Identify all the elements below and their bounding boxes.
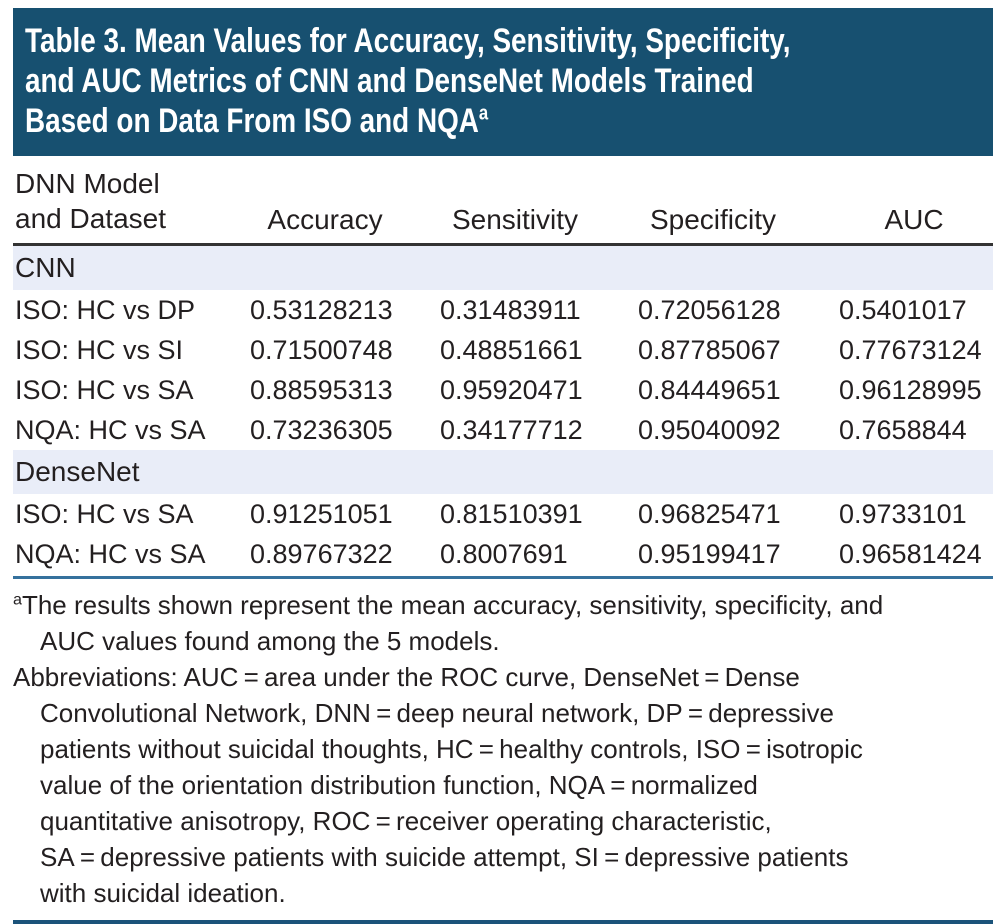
table-row: NQA: HC vs SA 0.89767322 0.8007691 0.951… bbox=[13, 534, 993, 574]
dataset-label: ISO: HC vs DP bbox=[15, 294, 196, 325]
table-bottom-rule bbox=[13, 576, 993, 579]
abbreviations-line-1: Abbreviations: AUC = area under the ROC … bbox=[13, 662, 800, 692]
section-label: CNN bbox=[15, 252, 76, 283]
column-header-dnn-model-and-dataset: DNN Model and Dataset bbox=[15, 168, 166, 234]
abbreviations-line-3: patients without suicidal thoughts, HC =… bbox=[40, 734, 863, 764]
accuracy-value: 0.71500748 bbox=[250, 334, 393, 365]
section-label: DenseNet bbox=[15, 456, 140, 487]
dataset-label: ISO: HC vs SI bbox=[15, 334, 184, 365]
abbreviations-line-6: SA = depressive patients with suicide at… bbox=[40, 842, 849, 872]
column-header-auc: AUC bbox=[884, 204, 944, 235]
sensitivity-value: 0.95920471 bbox=[440, 374, 583, 405]
table-row: ISO: HC vs DP 0.53128213 0.31483911 0.72… bbox=[13, 290, 993, 330]
auc-value: 0.96128995 bbox=[839, 374, 982, 405]
column-header-specificity: Specificity bbox=[649, 204, 777, 235]
table-row: ISO: HC vs SA 0.91251051 0.81510391 0.96… bbox=[13, 494, 993, 534]
abbreviations-line-4: value of the orientation distribution fu… bbox=[40, 770, 758, 800]
sensitivity-value: 0.81510391 bbox=[440, 498, 583, 529]
table-row: ISO: HC vs SI 0.71500748 0.48851661 0.87… bbox=[13, 330, 993, 370]
abbreviations-line-2: Convolutional Network, DNN = deep neural… bbox=[40, 698, 834, 728]
specificity-value: 0.87785067 bbox=[638, 334, 781, 365]
table-row: ISO: HC vs SA 0.88595313 0.95920471 0.84… bbox=[13, 370, 993, 410]
footnotes: aThe results shown represent the mean ac… bbox=[13, 587, 993, 911]
footnote-a-line-2: AUC values found among the 5 models. bbox=[40, 626, 500, 656]
table-title-line-3: Based on Data From ISO and NQAa bbox=[25, 101, 807, 141]
accuracy-value: 0.53128213 bbox=[250, 294, 393, 325]
accuracy-value: 0.91251051 bbox=[250, 498, 393, 529]
accuracy-value: 0.89767322 bbox=[250, 538, 393, 569]
sensitivity-value: 0.34177712 bbox=[440, 414, 583, 445]
column-header-accuracy: Accuracy bbox=[267, 204, 383, 235]
specificity-value: 0.72056128 bbox=[638, 294, 781, 325]
dataset-label: ISO: HC vs SA bbox=[15, 498, 194, 529]
specificity-value: 0.95040092 bbox=[638, 414, 781, 445]
table-title-line-1: Table 3. Mean Values for Accuracy, Sensi… bbox=[25, 22, 791, 60]
title-footnote-marker: a bbox=[478, 102, 489, 125]
accuracy-value: 0.73236305 bbox=[250, 414, 393, 445]
section-row-cnn: CNN bbox=[13, 246, 993, 290]
table-row: NQA: HC vs SA 0.73236305 0.34177712 0.95… bbox=[13, 410, 993, 450]
footnote-a-marker: a bbox=[13, 590, 22, 609]
section-row-densenet: DenseNet bbox=[13, 450, 993, 494]
dataset-label: ISO: HC vs SA bbox=[15, 374, 194, 405]
auc-value: 0.96581424 bbox=[839, 538, 982, 569]
sensitivity-value: 0.48851661 bbox=[440, 334, 583, 365]
accuracy-value: 0.88595313 bbox=[250, 374, 393, 405]
table-title-block: Table 3. Mean Values for Accuracy, Sensi… bbox=[13, 8, 993, 156]
sensitivity-value: 0.31483911 bbox=[440, 294, 581, 325]
specificity-value: 0.96825471 bbox=[638, 498, 781, 529]
dataset-label: NQA: HC vs SA bbox=[15, 538, 206, 569]
abbreviations-line-7: with suicidal ideation. bbox=[40, 878, 286, 908]
table-title-line-2: and AUC Metrics of CNN and DenseNet Mode… bbox=[25, 62, 754, 100]
auc-value: 0.77673124 bbox=[839, 334, 982, 365]
auc-value: 0.5401017 bbox=[839, 294, 967, 325]
sensitivity-value: 0.8007691 bbox=[440, 538, 568, 569]
table-title-line-3-text: Based on Data From ISO and NQA bbox=[25, 102, 479, 140]
table-header-row: DNN Model and Dataset Accuracy Sensitivi… bbox=[13, 156, 993, 243]
specificity-value: 0.84449651 bbox=[638, 374, 781, 405]
dataset-label: NQA: HC vs SA bbox=[15, 414, 206, 445]
abbreviations-line-5: quantitative anisotropy, ROC = receiver … bbox=[40, 806, 772, 836]
specificity-value: 0.95199417 bbox=[638, 538, 781, 569]
figure-bottom-rule bbox=[13, 920, 993, 924]
auc-value: 0.9733101 bbox=[839, 498, 967, 529]
auc-value: 0.7658844 bbox=[839, 414, 967, 445]
footnote-a-line-1: aThe results shown represent the mean ac… bbox=[13, 590, 884, 620]
header-divider-rule bbox=[13, 243, 993, 246]
column-header-sensitivity: Sensitivity bbox=[451, 204, 579, 235]
